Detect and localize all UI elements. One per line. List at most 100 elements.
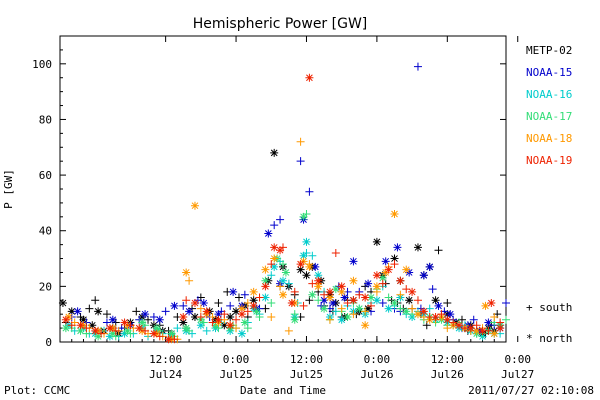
south-point	[437, 310, 446, 319]
y-axis: 0 20 40 60 80 100	[32, 35, 506, 349]
north-point	[67, 307, 76, 316]
north-point	[481, 301, 490, 310]
north-point	[308, 290, 317, 299]
south-point	[67, 321, 76, 330]
north-point	[496, 324, 505, 333]
south-point	[179, 301, 188, 310]
legend-item: NOAA-19	[526, 154, 572, 167]
south-point	[182, 296, 191, 305]
legend-item: NOAA-18	[526, 132, 572, 145]
north-point	[249, 296, 258, 305]
south-point	[276, 215, 285, 224]
north-point	[490, 329, 499, 338]
north-point	[343, 312, 352, 321]
x-axis: 12:00 Jul24 0:00 Jul25 12:00 Jul25 0:00 Jul26 12…	[59, 36, 534, 381]
x-tick-date-label: Jul24	[149, 368, 182, 381]
north-point	[384, 304, 393, 313]
north-point	[314, 276, 323, 285]
north-point	[311, 262, 320, 271]
north-point	[378, 274, 387, 283]
north-point	[402, 307, 411, 316]
north-point	[405, 296, 414, 305]
north-point	[152, 324, 161, 333]
north-point	[337, 287, 346, 296]
south-point	[155, 332, 164, 341]
north-point	[299, 212, 308, 221]
north-point	[141, 310, 150, 319]
south-point	[343, 299, 352, 308]
north-point	[393, 243, 402, 252]
south-point	[91, 296, 100, 305]
chart-title: Hemispheric Power [GW]	[193, 16, 368, 32]
south-point	[308, 251, 317, 260]
x-tick-time-label: 12:00	[431, 353, 464, 366]
north-point	[108, 315, 117, 324]
south-point	[243, 324, 252, 333]
north-point	[390, 254, 399, 263]
north-point	[478, 326, 487, 335]
north-point	[79, 315, 88, 324]
north-point	[320, 296, 329, 305]
north-point	[281, 268, 290, 277]
north-point	[182, 268, 191, 277]
north-point	[431, 312, 440, 321]
north-point	[372, 237, 381, 246]
south-point	[320, 290, 329, 299]
north-point	[349, 296, 358, 305]
north-point	[170, 301, 179, 310]
south-point	[443, 324, 452, 333]
north-point	[299, 251, 308, 260]
data-points	[58, 62, 510, 344]
north-point	[434, 301, 443, 310]
south-point	[170, 335, 179, 344]
south-point	[284, 326, 293, 335]
north-point	[372, 271, 381, 280]
north-point	[364, 279, 373, 288]
north-point	[381, 257, 390, 266]
south-point	[367, 301, 376, 310]
plot-credit: Plot: CCMC	[4, 384, 70, 397]
y-axis-label: P [GW]	[2, 169, 15, 209]
north-point	[214, 310, 223, 319]
x-tick-date-label: Jul26	[431, 368, 464, 381]
south-point	[302, 248, 311, 257]
north-point	[287, 299, 296, 308]
south-point	[161, 307, 170, 316]
north-point	[185, 307, 194, 316]
north-point	[419, 271, 428, 280]
north-point	[413, 310, 422, 319]
south-point	[472, 321, 481, 330]
south-point	[305, 187, 314, 196]
north-point	[372, 296, 381, 305]
north-point	[179, 312, 188, 321]
x-tick-time-label: 0:00	[364, 353, 391, 366]
north-point	[361, 293, 370, 302]
legend: METP-02 NOAA-15 NOAA-16 NOAA-17 NOAA-18 NOAA-…	[526, 44, 572, 167]
north-point	[61, 324, 70, 333]
south-point	[302, 210, 311, 219]
x-tick-date-label: Jul26	[360, 368, 393, 381]
south-point	[502, 299, 510, 308]
south-point	[185, 326, 194, 335]
north-point	[76, 321, 85, 330]
south-point	[102, 310, 111, 319]
north-point	[290, 315, 299, 324]
south-point	[132, 307, 141, 316]
south-point	[279, 260, 287, 269]
north-point	[484, 318, 493, 327]
south-point	[349, 310, 358, 319]
north-point	[279, 276, 287, 285]
north-point	[264, 229, 273, 238]
south-point	[361, 307, 370, 316]
north-point	[328, 299, 337, 308]
north-point	[466, 324, 475, 333]
y-tick-label: 80	[39, 113, 52, 126]
north-point	[270, 148, 279, 157]
north-point	[361, 321, 370, 330]
south-point	[408, 304, 417, 313]
legend-item: METP-02	[526, 44, 572, 57]
x-tick-date-label: Jul25	[290, 368, 323, 381]
north-point	[196, 321, 205, 330]
south-point	[240, 290, 249, 299]
north-point	[302, 237, 311, 246]
